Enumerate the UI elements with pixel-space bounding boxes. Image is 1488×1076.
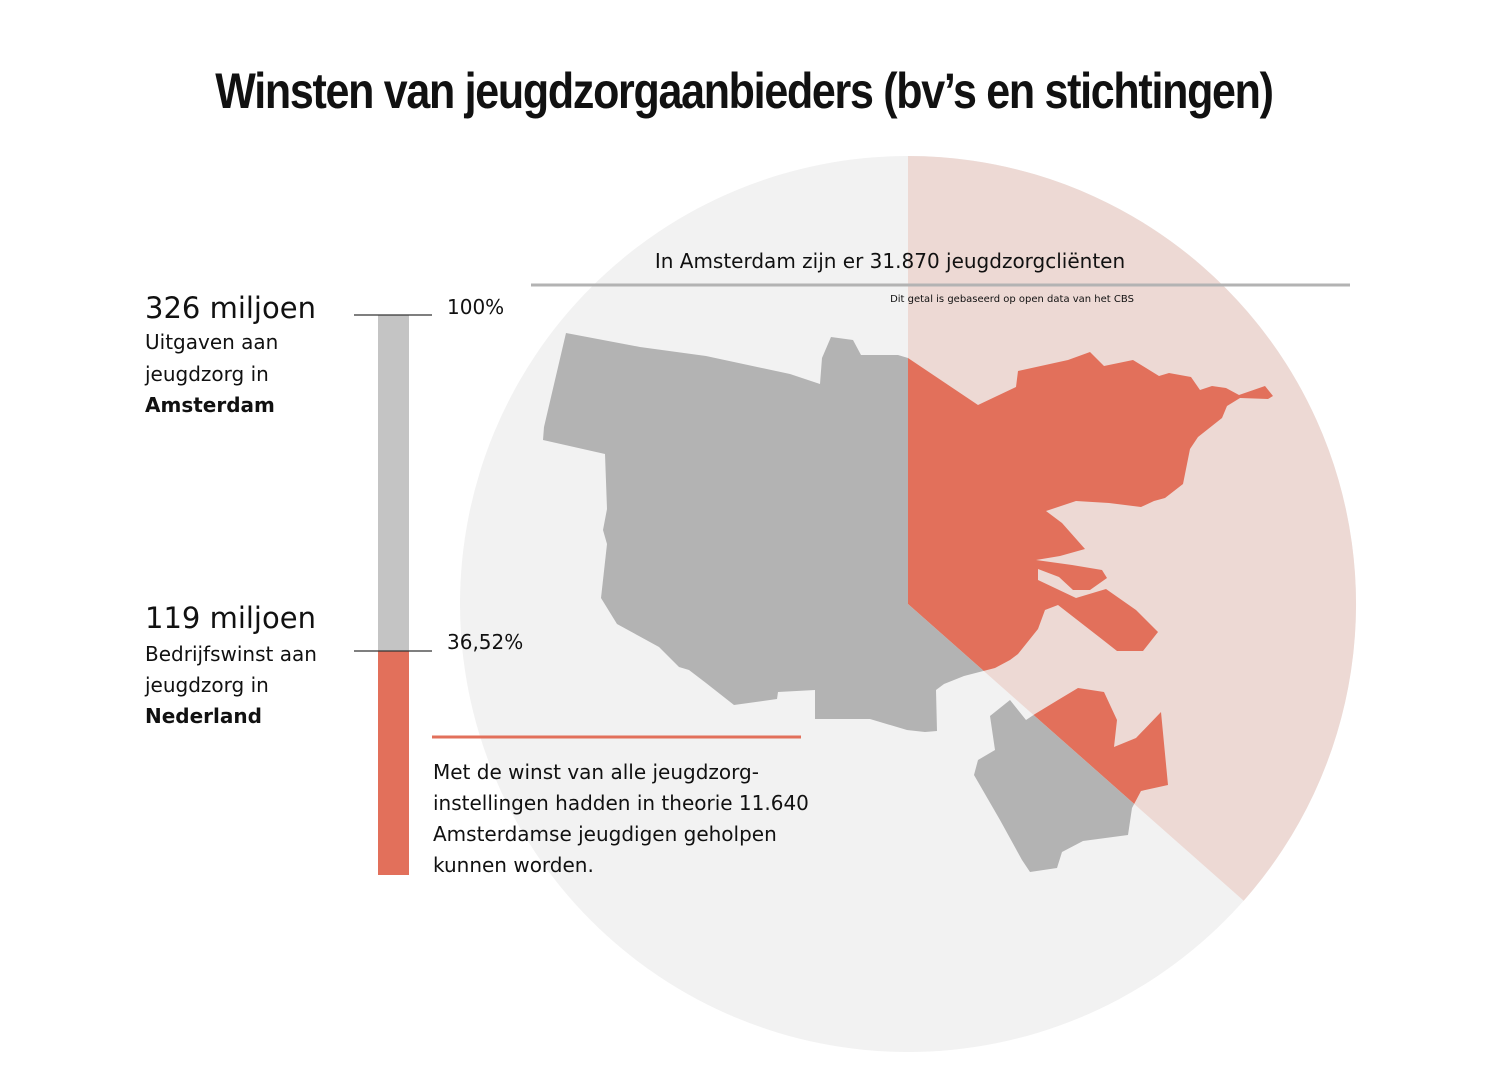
callout-line-1: Met de winst van alle jeugdzorg-	[433, 760, 759, 784]
callout-line-4: kunnen worden.	[433, 853, 594, 877]
total-desc-1: Uitgaven aan	[145, 330, 278, 354]
tick-label-100: 100%	[447, 295, 504, 319]
tick-label-part: 36,52%	[447, 630, 523, 654]
pie-slice-highlight	[908, 155, 1357, 901]
bar-part	[378, 651, 409, 875]
total-value-label: 326 miljoen	[145, 291, 316, 325]
part-value-label: 119 miljoen	[145, 601, 316, 635]
pie-header: In Amsterdam zijn er 31.870 jeugdzorgcli…	[655, 249, 1125, 273]
callout-line-2: instellingen hadden in theorie 11.640	[433, 791, 809, 815]
total-desc-bold: Amsterdam	[145, 393, 275, 417]
pie-note: Dit getal is gebaseerd op open data van …	[890, 294, 1134, 305]
total-desc-2: jeugdzorg in	[144, 362, 269, 386]
part-desc-bold: Nederland	[145, 704, 262, 728]
part-desc-2: jeugdzorg in	[144, 673, 269, 697]
callout-line-3: Amsterdamse jeugdigen geholpen	[433, 822, 777, 846]
part-desc-1: Bedrijfswinst aan	[145, 642, 317, 666]
chart-title: Winsten van jeugdzorgaanbieders (bv’s en…	[215, 63, 1274, 119]
